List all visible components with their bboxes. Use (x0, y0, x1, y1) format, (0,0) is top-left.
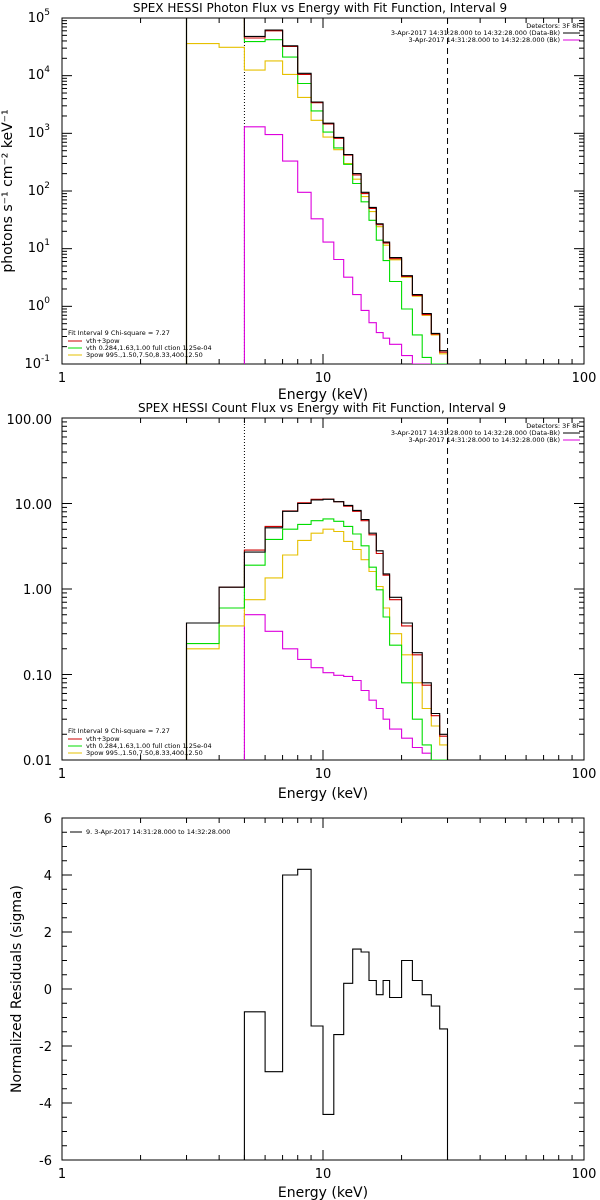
photon-flux-y-tick-label: 103 (28, 123, 50, 141)
photon-flux-y-ticks (62, 17, 584, 365)
photon-flux-y-tick-label: 102 (28, 181, 50, 199)
photon-flux-y-tick-labels: 10-1 100 101 102 103 104 105 (24, 8, 50, 372)
count-flux-y-tick-label: 10.00 (15, 498, 52, 513)
count-flux-legend-3pow: 3pow 995.,1.50,7.50,8.33,400.,2.50 (86, 749, 203, 757)
residuals-x-ticks (61, 818, 573, 1160)
photon-flux-series-data-bk (185, 18, 449, 364)
photon-flux-y-tick-label: 104 (28, 65, 51, 83)
residuals-panel: 1 10 100 -6 -4 -2 0 2 4 6 Energy (keV) N… (9, 812, 596, 1200)
photon-flux-plot-frame (61, 17, 585, 365)
photon-flux-x-axis-label: Energy (keV) (278, 387, 368, 403)
photon-flux-fit-interval: Fit Interval 9 Chi-square = 7.27 (68, 329, 170, 337)
count-flux-x-tick-labels: 1 10 100 (58, 767, 597, 782)
count-flux-plot-frame (61, 417, 585, 761)
count-flux-y-ticks (62, 417, 584, 761)
photon-flux-x-tick-label: 1 (58, 371, 66, 386)
count-flux-header-data-bk: 3-Apr-2017 14:31:28.000 to 14:32:28.000 … (391, 429, 560, 437)
count-flux-legend-vth: vth 0.284,1.63,1.00 full ction 1.25e-04 (86, 742, 212, 750)
residuals-y-tick-labels: -6 -4 -2 0 2 4 6 (39, 812, 52, 1169)
count-flux-fit-legend: Fit Interval 9 Chi-square = 7.27 vth+3po… (68, 727, 212, 757)
count-flux-legend-total: vth+3pow (86, 735, 120, 743)
count-flux-series-group (185, 498, 449, 760)
residuals-y-ticks (62, 817, 584, 1161)
photon-flux-legend-vth: vth 0.284,1.63,1.00 full ction 1.25e-04 (86, 344, 212, 352)
count-flux-panel: SPEX HESSI Count Flux vs Energy with Fit… (7, 401, 597, 802)
count-flux-x-tick-label: 10 (315, 767, 332, 782)
photon-flux-series-vth-3pow (185, 18, 449, 364)
count-flux-y-tick-label: 1.00 (23, 583, 52, 598)
residuals-x-axis-label: Energy (keV) (278, 1185, 368, 1200)
photon-flux-fit-legend: Fit Interval 9 Chi-square = 7.27 vth+3po… (68, 329, 212, 359)
count-flux-header-bk: 3-Apr-2017 14:31:28.000 to 14:32:28.000 … (409, 436, 560, 444)
residuals-x-tick-labels: 1 10 100 (58, 1167, 597, 1182)
photon-flux-header: Detectors: 3F 8F 3-Apr-2017 14:31:28.000… (391, 22, 580, 44)
photon-flux-series-group (185, 18, 449, 364)
count-flux-x-axis-label: Energy (keV) (278, 786, 368, 802)
residuals-x-tick-label: 10 (315, 1167, 332, 1182)
photon-flux-header-detectors: Detectors: 3F 8F (526, 22, 580, 30)
count-flux-y-tick-label: 100.00 (7, 413, 53, 428)
photon-flux-y-tick-label: 100 (28, 296, 51, 314)
residuals-y-tick-label: 0 (44, 983, 52, 998)
count-flux-header-detectors: Detectors: 3F 8F (526, 422, 580, 430)
residuals-y-tick-label: 2 (44, 926, 52, 941)
count-flux-y-tick-label: 0.01 (23, 754, 52, 769)
residuals-y-axis-label: Normalized Residuals (sigma) (9, 885, 25, 1093)
count-flux-x-tick-label: 100 (572, 767, 597, 782)
count-flux-header: Detectors: 3F 8F 3-Apr-2017 14:31:28.000… (391, 422, 580, 444)
residuals-series-residuals (243, 868, 449, 1160)
count-flux-title: SPEX HESSI Count Flux vs Energy with Fit… (138, 401, 506, 415)
photon-flux-legend-3pow: 3pow 995.,1.50,7.50,8.33,400.,2.50 (86, 351, 203, 359)
photon-flux-x-tick-label: 10 (315, 371, 332, 386)
count-flux-y-tick-labels: 0.01 0.10 1.00 10.00 100.00 (7, 413, 53, 769)
photon-flux-title: SPEX HESSI Photon Flux vs Energy with Fi… (133, 1, 507, 15)
residuals-y-tick-label: -2 (39, 1040, 52, 1055)
photon-flux-y-tick-label: 105 (28, 8, 50, 26)
photon-flux-series-bk (243, 126, 448, 364)
residuals-x-tick-label: 1 (58, 1167, 66, 1182)
photon-flux-x-tick-labels: 1 10 100 (58, 371, 597, 386)
photon-flux-header-bk: 3-Apr-2017 14:31:28.000 to 14:32:28.000 … (409, 36, 560, 44)
count-flux-fit-interval: Fit Interval 9 Chi-square = 7.27 (68, 727, 170, 735)
photon-flux-header-data-bk: 3-Apr-2017 14:31:28.000 to 14:32:28.000 … (391, 29, 560, 37)
residuals-x-tick-label: 100 (572, 1167, 597, 1182)
photon-flux-legend-total: vth+3pow (86, 337, 120, 345)
count-flux-series-bk (243, 614, 448, 760)
residuals-legend: 9. 3-Apr-2017 14:31:28.000 to 14:32:28.0… (86, 828, 230, 836)
count-flux-series-data-bk (185, 498, 449, 760)
count-flux-x-tick-label: 1 (58, 767, 66, 782)
count-flux-x-ticks (61, 418, 573, 760)
count-flux-series-3pow (185, 528, 449, 760)
count-flux-series-vth-3pow (185, 498, 449, 760)
count-flux-series-vth (185, 518, 448, 760)
photon-flux-x-ticks (61, 18, 573, 364)
photon-flux-y-axis-label: photons s⁻¹ cm⁻² keV⁻¹ (0, 109, 16, 272)
residuals-y-tick-label: 4 (44, 869, 52, 884)
photon-flux-y-tick-label: 10-1 (24, 354, 50, 372)
residuals-y-tick-label: -4 (39, 1097, 52, 1112)
count-flux-y-tick-label: 0.10 (23, 669, 52, 684)
photon-flux-x-tick-label: 100 (572, 371, 597, 386)
photon-flux-series-3pow (185, 43, 449, 364)
residuals-y-tick-label: 6 (44, 812, 52, 827)
residuals-y-tick-label: -6 (39, 1154, 52, 1169)
photon-flux-series-vth (185, 18, 448, 364)
photon-flux-panel: SPEX HESSI Photon Flux vs Energy with Fi… (0, 1, 596, 403)
residuals-series-group (243, 868, 449, 1160)
photon-flux-y-tick-label: 101 (28, 238, 50, 256)
